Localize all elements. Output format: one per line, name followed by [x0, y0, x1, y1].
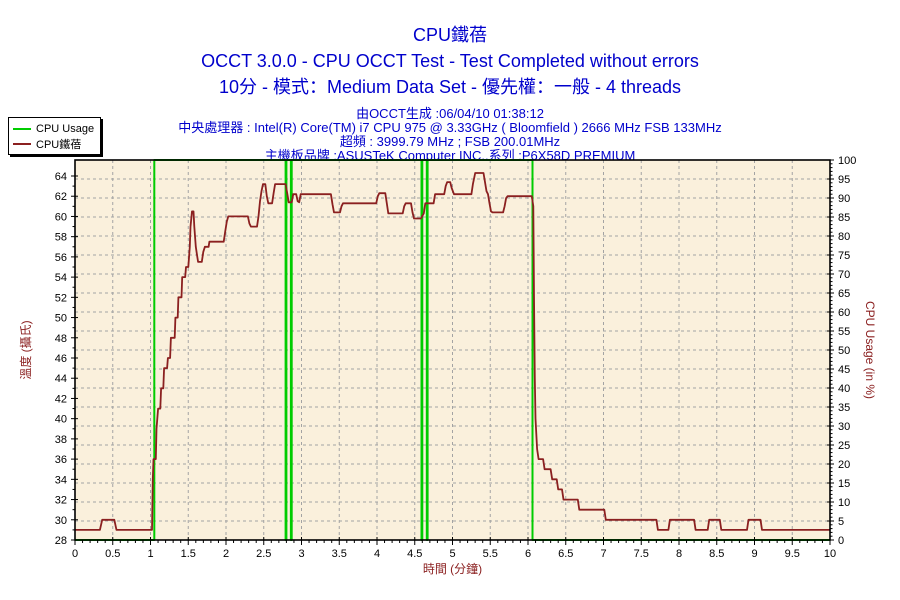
axis-text: 56: [55, 252, 67, 264]
axis-text: 8: [676, 548, 682, 560]
axis-text: 0.5: [105, 548, 120, 560]
axis-text: 25: [838, 440, 850, 452]
axis-text: 7.5: [634, 548, 649, 560]
axis-text: 95: [838, 174, 850, 186]
axis-text: 1.5: [181, 548, 196, 560]
axis-text: 6.5: [558, 548, 573, 560]
axis-text: 5.5: [483, 548, 498, 560]
axis-text: 60: [55, 211, 67, 223]
axis-text: 62: [55, 191, 67, 203]
legend-item: CPU鐵蓓: [13, 136, 94, 151]
axis-text: 100: [838, 155, 856, 167]
axis-text: 8.5: [709, 548, 724, 560]
axis-text: 5: [449, 548, 455, 560]
axis-text: 4: [374, 548, 380, 560]
legend-swatch: [13, 127, 31, 130]
axis-text: 2: [223, 548, 229, 560]
axis-text: 90: [838, 193, 850, 205]
axis-text: 85: [838, 212, 850, 224]
axis-text: 9: [751, 548, 757, 560]
axis-text: 60: [838, 307, 850, 319]
axis-text: 0: [838, 535, 844, 547]
axis-text: 3.5: [332, 548, 347, 560]
axis-text: 80: [838, 231, 850, 243]
overclock-info-line: 超頻 : 3999.79 MHz ; FSB 200.01MHz: [339, 134, 561, 149]
axis-text: 5: [838, 516, 844, 528]
y-right-axis-title: CPU Usage (in %): [863, 301, 877, 399]
axis-text: 70: [838, 269, 850, 281]
axis-text: 0: [72, 548, 78, 560]
axis-text: 42: [55, 393, 67, 405]
axis-text: 55: [838, 326, 850, 338]
axis-text: 32: [55, 495, 67, 507]
axis-text: 35: [838, 402, 850, 414]
legend-label: CPU Usage: [36, 122, 95, 135]
axis-text: 46: [55, 353, 67, 365]
axis-text: 44: [55, 373, 67, 385]
legend: CPU Usage CPU鐵蓓: [8, 117, 102, 155]
y-left-axis-title: 溫度 (攝氏): [18, 320, 33, 379]
axis-text: 40: [55, 414, 67, 426]
axis-text: 52: [55, 292, 67, 304]
cpu-temperature-line: [75, 172, 830, 531]
plot-area: [75, 160, 830, 540]
chart-subtitle: OCCT 3.0.0 - CPU OCCT Test - Test Comple…: [201, 51, 699, 71]
axis-text: 7: [600, 548, 606, 560]
axis-text: 4.5: [407, 548, 422, 560]
axis-text: 36: [55, 454, 67, 466]
axis-text: 30: [838, 421, 850, 433]
chart-title: CPU鐵蓓: [412, 25, 487, 45]
axis-text: 40: [838, 383, 850, 395]
axis-text: 34: [55, 474, 67, 486]
axis-text: 10: [824, 548, 836, 560]
axis-text: 10: [838, 497, 850, 509]
axis-text: 1: [147, 548, 153, 560]
axis-text: 6: [525, 548, 531, 560]
axis-text: 54: [55, 272, 67, 284]
axis-text: 30: [55, 515, 67, 527]
axis-text: 75: [838, 250, 850, 262]
axis-text: 64: [55, 171, 67, 183]
axis-text: 9.5: [785, 548, 800, 560]
axis-text: 15: [838, 478, 850, 490]
axis-text: 45: [838, 364, 850, 376]
axis-text: 65: [838, 288, 850, 300]
axis-text: 20: [838, 459, 850, 471]
test-config-line: 10分 - 模式：Medium Data Set - 優先權：一般 - 4 th…: [218, 77, 682, 97]
axis-text: 2.5: [256, 548, 271, 560]
axis-text: 3: [298, 548, 304, 560]
axis-text: 48: [55, 333, 67, 345]
legend-item: CPU Usage: [13, 121, 94, 136]
axis-text: 28: [55, 535, 67, 547]
cpu-info-line: 中央處理器 : Intel(R) Core(TM) i7 CPU 975 @ 3…: [178, 120, 722, 135]
legend-label: CPU鐵蓓: [36, 138, 82, 151]
x-axis-title: 時間 (分鐘): [423, 561, 482, 576]
legend-swatch: [13, 142, 31, 145]
generated-timestamp-line: 由OCCT生成 :06/04/10 01:38:12: [356, 106, 544, 121]
axis-text: 50: [55, 313, 67, 325]
axis-text: 58: [55, 232, 67, 244]
axis-text: 38: [55, 434, 67, 446]
axis-text: 50: [838, 345, 850, 357]
